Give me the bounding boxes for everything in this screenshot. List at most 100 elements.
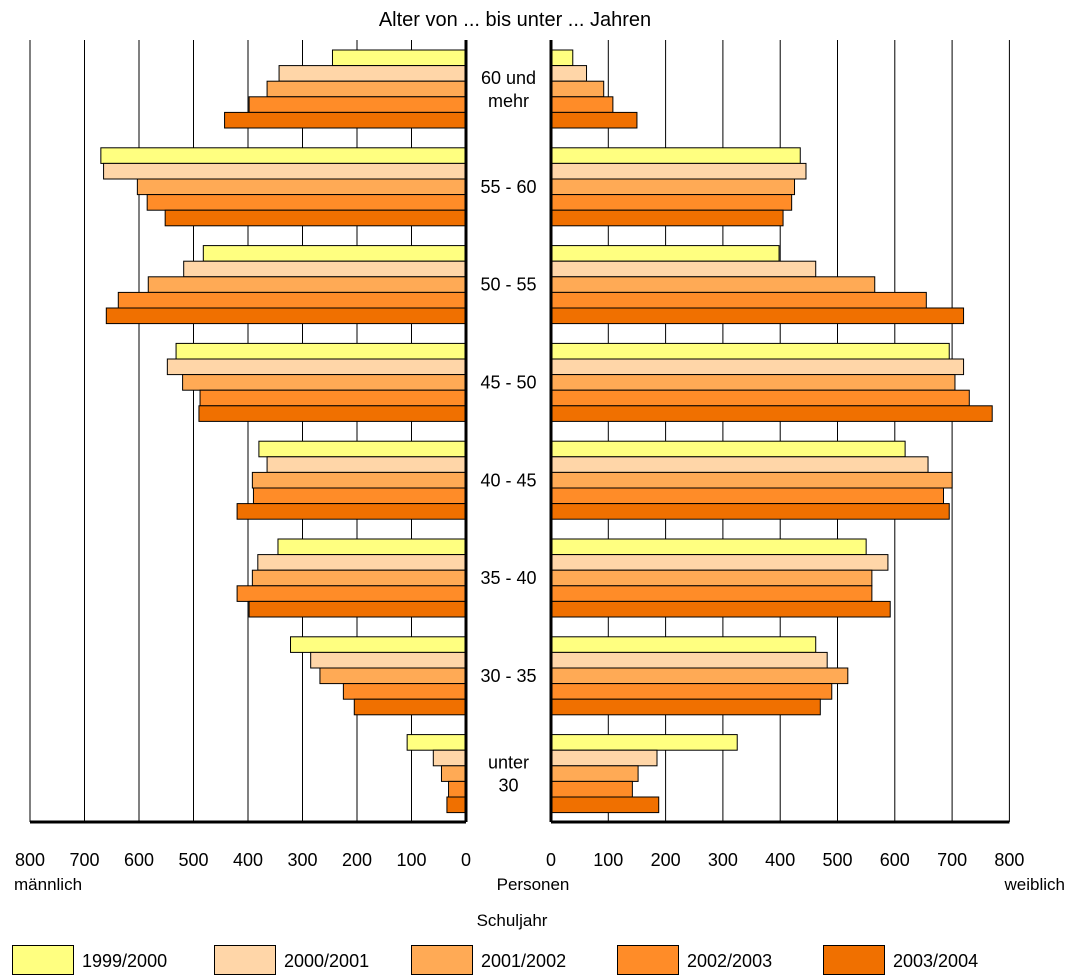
- bar-male-2-3: [136, 178, 467, 196]
- bar-male-2-4: [146, 194, 467, 211]
- bar-male-7-4: [342, 683, 467, 700]
- bar-female-8-4: [550, 780, 633, 798]
- category-label-5: 40 - 45: [480, 470, 536, 490]
- bar-male-4-4: [199, 389, 467, 407]
- bar-male-2-1: [100, 147, 467, 164]
- bar-female-2-3: [550, 178, 796, 196]
- bar-male-7-1: [290, 636, 467, 653]
- bar-female-4-1: [550, 342, 950, 360]
- tick-label-male-100: 100: [396, 850, 426, 870]
- female-axis-label: weiblich: [1004, 875, 1065, 894]
- male-axis-label: männlich: [14, 875, 82, 894]
- bar-male-1-2: [278, 65, 467, 82]
- bar-male-3-1: [202, 245, 467, 262]
- legend-label-1: 1999/2000: [82, 951, 168, 971]
- legend-label-3: 2001/2002: [481, 951, 567, 971]
- tick-label-female-400: 400: [765, 850, 795, 870]
- bar-male-8-4: [448, 780, 467, 798]
- bar-male-5-2: [266, 456, 467, 473]
- bar-female-4-5: [550, 405, 993, 422]
- bar-female-1-4: [550, 96, 614, 113]
- category-label-4: 45 - 50: [480, 373, 536, 393]
- bar-male-6-1: [277, 538, 467, 556]
- bar-female-4-2: [550, 358, 965, 376]
- bar-male-8-1: [406, 734, 467, 751]
- bar-female-7-1: [550, 636, 817, 653]
- tick-label-female-700: 700: [937, 850, 967, 870]
- bar-female-7-2: [550, 651, 828, 669]
- category-label-2: 55 - 60: [480, 177, 536, 197]
- bar-female-5-4: [550, 487, 945, 505]
- tick-label-female-300: 300: [708, 850, 738, 870]
- bar-female-8-5: [550, 796, 660, 814]
- x-axis-label: Personen: [497, 875, 570, 894]
- bar-female-7-3: [550, 667, 849, 685]
- bar-male-3-5: [105, 307, 467, 325]
- bar-male-1-5: [224, 111, 467, 129]
- bar-female-2-5: [550, 209, 784, 227]
- bar-male-4-1: [175, 342, 467, 360]
- bar-female-7-4: [550, 683, 833, 700]
- tick-label-female-800: 800: [994, 850, 1024, 870]
- bar-male-7-5: [353, 698, 467, 716]
- bar-female-5-3: [550, 471, 953, 489]
- tick-label-male-500: 500: [178, 850, 208, 870]
- legend-label-5: 2003/2004: [893, 951, 979, 971]
- legend-swatch-5: [823, 945, 885, 975]
- bar-female-3-1: [550, 245, 780, 262]
- bar-male-2-2: [103, 162, 467, 180]
- bar-male-3-2: [183, 260, 467, 278]
- bar-female-1-2: [550, 65, 588, 82]
- bar-female-8-1: [550, 734, 738, 751]
- bar-female-3-3: [550, 276, 876, 293]
- bar-male-6-5: [248, 600, 467, 618]
- bar-female-8-2: [550, 749, 658, 767]
- bar-female-6-2: [550, 554, 889, 571]
- bar-female-2-4: [550, 194, 793, 211]
- tick-label-male-400: 400: [233, 850, 263, 870]
- bar-male-4-5: [198, 405, 467, 422]
- bar-female-1-3: [550, 80, 605, 98]
- legend-swatch-3: [411, 945, 473, 975]
- bar-female-8-3: [550, 765, 639, 782]
- legend-swatch-2: [214, 945, 276, 975]
- bar-female-6-4: [550, 585, 873, 602]
- bar-female-5-5: [550, 503, 950, 520]
- bar-female-4-3: [550, 374, 956, 391]
- category-label-3: 50 - 55: [480, 275, 536, 295]
- tick-label-male-300: 300: [287, 850, 317, 870]
- bar-female-2-2: [550, 162, 807, 180]
- legend-title: Schuljahr: [477, 911, 548, 930]
- bar-male-2-5: [164, 209, 467, 227]
- chart-title: Alter von ... bis unter ... Jahren: [379, 9, 651, 31]
- bar-female-5-1: [550, 440, 906, 458]
- bar-male-3-3: [147, 276, 467, 293]
- bar-male-1-1: [331, 49, 467, 67]
- tick-label-female-500: 500: [822, 850, 852, 870]
- bar-female-7-5: [550, 698, 821, 716]
- tick-label-female-100: 100: [593, 850, 623, 870]
- tick-label-male-600: 600: [124, 850, 154, 870]
- tick-label-female-200: 200: [651, 850, 681, 870]
- legend-swatch-1: [12, 945, 74, 975]
- bar-male-7-3: [319, 667, 467, 685]
- tick-label-male-700: 700: [69, 850, 99, 870]
- tick-label-male-0: 0: [461, 850, 471, 870]
- bar-male-5-5: [236, 503, 467, 520]
- bar-male-6-2: [257, 554, 467, 571]
- bar-female-3-2: [550, 260, 817, 278]
- tick-label-male-800: 800: [15, 850, 45, 870]
- category-label-1: 60 und mehr: [481, 68, 536, 111]
- bar-male-4-2: [166, 358, 467, 376]
- bar-male-3-4: [117, 291, 467, 309]
- bar-male-7-2: [310, 651, 467, 669]
- bar-female-6-1: [550, 538, 867, 556]
- bar-male-5-3: [251, 471, 467, 489]
- bar-female-3-5: [550, 307, 965, 325]
- bar-female-6-3: [550, 569, 873, 587]
- bar-female-3-4: [550, 291, 927, 309]
- bar-female-2-1: [550, 147, 801, 164]
- bar-male-4-3: [182, 374, 467, 391]
- category-label-8: unter 30: [488, 753, 529, 796]
- bar-male-8-2: [432, 749, 467, 767]
